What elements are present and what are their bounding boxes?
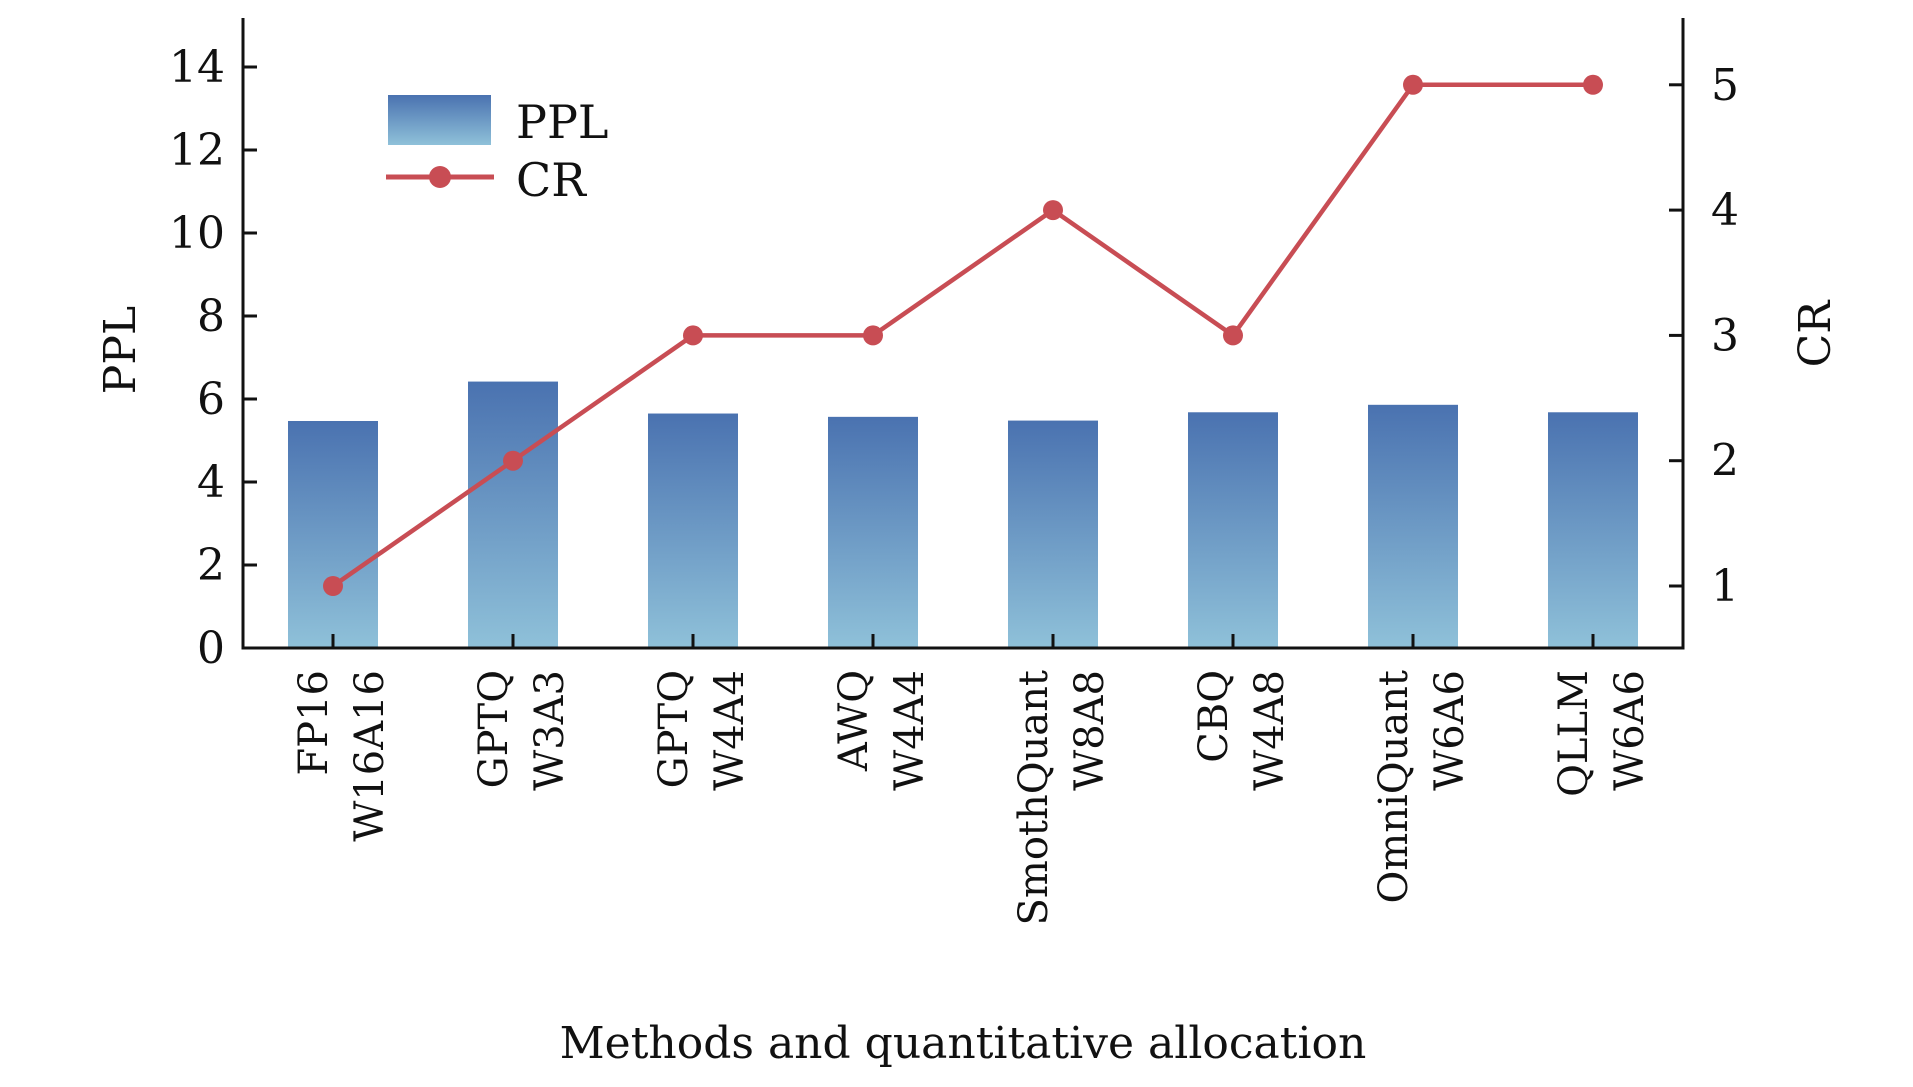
x-tick-label-7-1: W6A6 (1607, 670, 1653, 791)
bar-ppl-6 (1368, 404, 1458, 648)
cr-point-1 (503, 450, 523, 471)
legend-swatch-ppl (388, 95, 491, 145)
cr-point-3 (863, 325, 883, 346)
axes-layer (241, 18, 1685, 650)
x-tick-label-4-1: W8A8 (1067, 670, 1113, 791)
y2-tick-label-4: 4 (1711, 185, 1739, 236)
x-axis-title: Methods and quantitative allocation (560, 1018, 1367, 1069)
bar-ppl-4 (1008, 420, 1098, 648)
cr-point-5 (1223, 325, 1243, 346)
y2-axis-title: CR (1790, 299, 1841, 368)
x-tick-label-5-1: W4A8 (1247, 670, 1293, 791)
x-tick-label-3-1: W4A4 (887, 670, 933, 791)
y-tick-label-14: 14 (169, 42, 225, 93)
x-tick-label-5-0: CBQ (1191, 670, 1237, 763)
y-tick-label-10: 10 (169, 208, 225, 259)
y2-tick-label-5: 5 (1711, 60, 1739, 111)
x-tick-label-2-0: GPTQ (651, 670, 697, 788)
y2-tick-label-3: 3 (1711, 310, 1739, 361)
cr-point-7 (1583, 74, 1603, 95)
y-tick-label-0: 0 (197, 623, 225, 674)
y-tick-label-12: 12 (169, 125, 225, 176)
x-tick-label-0-0: FP16 (291, 670, 337, 776)
y-tick-label-2: 2 (197, 540, 225, 591)
bar-ppl-2 (648, 413, 738, 648)
cr-point-2 (683, 325, 703, 346)
legend-label-cr: CR (516, 153, 587, 207)
x-tick-label-3-0: AWQ (831, 670, 877, 772)
cr-line (331, 82, 1593, 588)
x-tick-label-6-0: OmniQuant (1371, 670, 1417, 904)
x-tick-label-0-1: W16A16 (347, 670, 393, 842)
x-tick-label-1-1: W3A3 (527, 670, 573, 791)
bar-ppl-3 (828, 416, 918, 648)
cr-point-6 (1403, 74, 1423, 95)
x-tick-label-7-0: QLLM (1551, 670, 1597, 797)
x-tick-label-4-0: SmothQuant (1011, 670, 1057, 926)
x-tick-label-6-1: W6A6 (1427, 670, 1473, 791)
y2-tick-label-1: 1 (1711, 561, 1739, 612)
cr-line-layer (323, 74, 1603, 596)
y-axis-title: PPL (95, 306, 146, 394)
cr-point-4 (1043, 200, 1063, 221)
legend-label-ppl: PPL (516, 95, 608, 149)
bar-ppl-5 (1188, 412, 1278, 648)
legend: PPL CR (386, 95, 608, 207)
y-tick-label-8: 8 (197, 291, 225, 342)
y2-tick-label-2: 2 (1711, 436, 1739, 487)
bar-ppl-1 (468, 381, 558, 648)
x-tick-label-1-0: GPTQ (471, 670, 517, 788)
legend-swatch-cr-marker (429, 166, 451, 188)
x-tick-label-2-1: W4A4 (707, 670, 753, 791)
y-tick-label-4: 4 (197, 457, 225, 508)
y-tick-label-6: 6 (197, 374, 225, 425)
bars-layer (288, 381, 1638, 648)
cr-point-0 (323, 576, 343, 596)
bar-ppl-0 (288, 420, 378, 648)
bar-ppl-7 (1548, 412, 1638, 648)
